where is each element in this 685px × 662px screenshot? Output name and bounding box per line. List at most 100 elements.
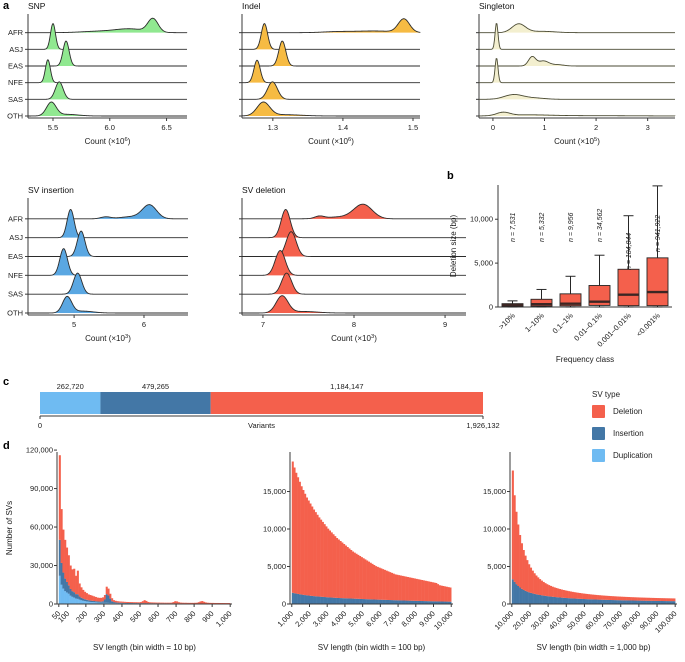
svg-text:10,000: 10,000 <box>263 525 286 534</box>
svg-text:6.5: 6.5 <box>161 123 171 132</box>
deletion-size-by-frequency-svg: 0 5,000 10,000 Deletion size (bp) n = 7,531 >… <box>449 185 672 364</box>
svg-text:NFE: NFE <box>8 271 23 280</box>
sv-deletion-ridgeline-chart: 7 8 9 Count (×103) <box>212 196 470 348</box>
sv-length-100bp-svg: 05,00010,00015,0001,0002,0003,0004,0005,… <box>263 452 455 652</box>
sv-length-1000bp-bars <box>511 470 676 604</box>
ridge-row-OTH <box>478 111 676 117</box>
svg-text:0: 0 <box>489 303 493 312</box>
indel-ridgeline-chart: 1.3 1.4 1.5 Count (×106) <box>212 12 424 162</box>
sv-insertion-svg: AFR ASJ EAS NFE SAS OTH 5 6 Count (×103) <box>7 198 188 343</box>
segment-insertion <box>100 392 211 414</box>
svg-text:AFR: AFR <box>8 214 24 223</box>
svg-text:1.4: 1.4 <box>338 123 348 132</box>
svg-text:1,000: 1,000 <box>214 609 234 629</box>
legend-title: SV type <box>592 390 621 399</box>
snp-ridgeline-chart: AFR ASJ EAS NFE SAS OTH 5.5 6.0 6.5 Count (×106) <box>0 12 212 162</box>
snp-svg: AFR ASJ EAS NFE SAS OTH 5.5 6.0 6.5 Count (×106) <box>7 14 188 146</box>
sv-insertion-ridgeline-chart: AFR ASJ EAS NFE SAS OTH 5 6 Count (×103) <box>0 196 212 348</box>
svg-text:30,000: 30,000 <box>529 609 552 632</box>
ridge-row-SAS <box>28 81 187 100</box>
svg-text:10,000: 10,000 <box>483 525 506 534</box>
svg-text:1: 1 <box>542 123 546 132</box>
svg-text:600: 600 <box>146 609 161 624</box>
segment-deletion <box>210 392 483 414</box>
ridge-row-EAS <box>242 40 420 67</box>
svg-text:n = 34,562: n = 34,562 <box>597 209 604 242</box>
svg-text:0.1–1%: 0.1–1% <box>551 311 576 336</box>
ridge-row-SAS <box>479 94 675 100</box>
svg-text:0: 0 <box>502 600 506 609</box>
svg-text:3: 3 <box>646 123 650 132</box>
variants-stacked-bar: 262,720 479,265 1,184,147 0 1,926,132 Variant… <box>0 382 560 436</box>
svg-text:AFR: AFR <box>8 28 24 37</box>
sv-insertion-title: SV insertion <box>28 185 74 195</box>
legend-label-duplication: Duplication <box>613 451 653 460</box>
sv-length-histogram-10bp: 0 30,000 60,000 90,000 120,000 50 100 200 300 400… <box>0 444 250 662</box>
svg-text:0: 0 <box>49 600 53 609</box>
snp-ridges <box>27 17 188 117</box>
svg-text:0: 0 <box>282 600 286 609</box>
svg-text:n = 184,844: n = 184,844 <box>626 233 633 270</box>
svg-text:2: 2 <box>594 123 598 132</box>
legend-item-deletion: Deletion <box>592 405 684 418</box>
panel-letter-a: a <box>3 0 10 12</box>
svg-text:SV length (bin width = 100 bp): SV length (bin width = 100 bp) <box>318 643 426 652</box>
indel-svg: 1.3 1.4 1.5 Count (×106) <box>239 14 421 146</box>
box-0.001–0.01% <box>617 268 640 307</box>
sv-length-1000bp-svg: 05,00010,00015,00010,00020,00030,00040,0… <box>483 452 679 652</box>
ridge-row-ASJ <box>242 208 466 239</box>
svg-text:1.3: 1.3 <box>268 123 278 132</box>
ridge-row-ASJ <box>28 208 188 239</box>
ridge-row-OTH <box>27 101 187 117</box>
svg-text:479,265: 479,265 <box>142 382 169 391</box>
svg-text:3,000: 3,000 <box>311 609 331 629</box>
ridge-row-OTH <box>28 295 188 314</box>
svg-text:Variants: Variants <box>248 421 275 430</box>
svg-text:5.5: 5.5 <box>48 123 58 132</box>
svg-text:>10%: >10% <box>497 311 517 331</box>
svg-text:6: 6 <box>142 320 146 329</box>
ridge-row-ASJ <box>242 23 420 50</box>
singleton-ridgeline-chart: 0 1 2 3 Count (×105) <box>450 12 685 162</box>
ridge-row-EAS <box>479 55 675 67</box>
svg-text:20,000: 20,000 <box>511 609 534 632</box>
svg-text:1–10%: 1–10% <box>523 311 546 334</box>
ridge-row-SAS <box>242 272 466 295</box>
svg-text:1.5: 1.5 <box>408 123 418 132</box>
ridge-row-SAS <box>28 272 188 295</box>
panel-letter-d: d <box>3 440 10 452</box>
svg-text:SAS: SAS <box>8 95 23 104</box>
svg-text:Number of SVs: Number of SVs <box>5 501 14 555</box>
svg-text:5,000: 5,000 <box>346 609 366 629</box>
svg-text:5,000: 5,000 <box>487 562 506 571</box>
svg-text:9: 9 <box>443 320 447 329</box>
sv-length-10bp-bars <box>58 455 231 604</box>
svg-text:NFE: NFE <box>8 78 23 87</box>
svg-text:EAS: EAS <box>8 252 23 261</box>
svg-text:n = 7,531: n = 7,531 <box>510 213 517 242</box>
svg-text:Frequency class: Frequency class <box>556 355 614 364</box>
svg-text:OTH: OTH <box>7 112 23 121</box>
ridge-row-EAS <box>28 40 187 67</box>
svg-text:40,000: 40,000 <box>547 609 570 632</box>
svg-text:60,000: 60,000 <box>583 609 606 632</box>
ridge-row-AFR <box>479 23 675 34</box>
box-<0.001% <box>646 257 669 307</box>
ridge-row-NFE <box>28 59 187 84</box>
ridge-row-OTH <box>242 295 466 314</box>
svg-text:10,000: 10,000 <box>432 609 455 632</box>
ridge-row-ASJ <box>479 23 675 50</box>
duplication-color-swatch <box>592 449 605 462</box>
svg-text:200: 200 <box>74 609 89 624</box>
svg-text:<0.001%: <0.001% <box>634 311 662 339</box>
svg-text:8: 8 <box>352 320 356 329</box>
legend-label-deletion: Deletion <box>613 407 643 416</box>
svg-text:2,000: 2,000 <box>293 609 313 629</box>
box-1–10% <box>530 298 553 307</box>
svg-text:5,000: 5,000 <box>267 562 286 571</box>
ridge-row-AFR <box>28 204 188 220</box>
svg-text:5: 5 <box>72 320 76 329</box>
svg-text:800: 800 <box>182 609 197 624</box>
